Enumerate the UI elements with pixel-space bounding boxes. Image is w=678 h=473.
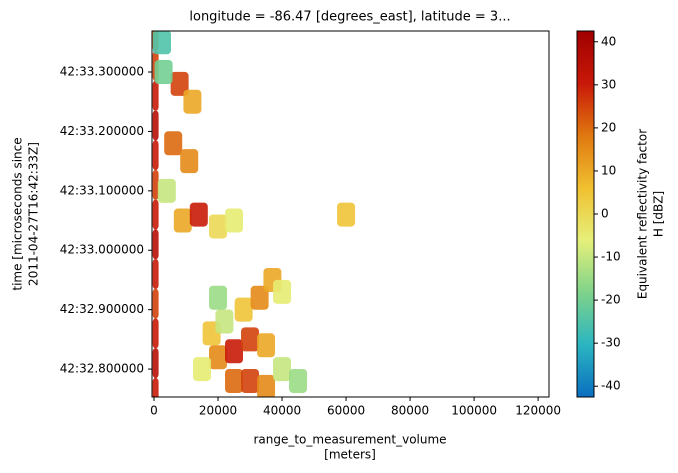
heatmap-cell [180,149,199,174]
colorbar-tick-label: -20 [601,293,621,307]
heatmap-cell [241,368,260,393]
heatmap [152,31,356,397]
y-axis-label: 2011-04-27T16:42:33Z] [27,142,41,286]
colorbar-tick-label: -10 [601,250,621,264]
y-tick-label: 42:32.800000 [60,362,144,376]
heatmap-cell [170,71,189,96]
heatmap-cell [153,31,172,55]
x-tick-label: 100000 [451,404,497,418]
heatmap-cell [241,327,260,352]
colorbar-tick-label: 10 [601,163,616,177]
x-tick-label: 40000 [263,404,301,418]
heatmap-cell [209,345,228,370]
heatmap-cell [225,339,244,364]
chart-title: longitude = -86.47 [degrees_east], latit… [189,10,510,25]
heatmap-cell [234,297,253,322]
heatmap-cell [193,357,212,382]
heatmap-cell [152,348,159,379]
heatmap-cell [257,374,276,397]
heatmap-cell [337,202,356,227]
plot-frame [151,30,550,398]
heatmap-cell [189,202,208,227]
heatmap-cell [215,309,234,334]
heatmap-cell [152,259,159,290]
colorbar-tick-label: 40 [601,34,616,48]
heatmap-cell [152,288,159,319]
heatmap-cell [152,140,159,171]
heatmap-cell [152,110,159,141]
x-axis-label: [meters] [324,448,376,462]
colorbar-tick-label: 20 [601,120,616,134]
heatmap-cell [225,368,244,393]
heatmap-cell [152,199,159,230]
heatmap-cell [225,208,244,233]
x-tick-label: 60000 [327,404,365,418]
heatmap-cell [157,178,176,203]
y-tick-label: 42:33.000000 [60,243,144,257]
colorbar [576,30,595,398]
y-tick-label: 42:32.900000 [60,302,144,316]
heatmap-cell [289,368,308,393]
colorbar-tick-label: 30 [601,77,616,91]
heatmap-cell [257,333,276,358]
heatmap-cell [152,169,159,200]
heatmap-cell [154,59,173,84]
x-tick-label: 20000 [199,404,237,418]
colorbar-label: H [dBZ] [652,191,666,237]
heatmap-cell [152,377,159,397]
heatmap-cell [152,229,159,260]
heatmap-cell [209,214,228,239]
heatmap-cell [173,208,192,233]
y-tick-label: 42:33.200000 [60,124,144,138]
x-axis-label: range_to_measurement_volume [253,433,446,447]
x-tick-label: 120000 [515,404,561,418]
x-tick-label: 0 [150,404,158,418]
heatmap-cell [183,89,202,114]
y-axis-label: time [microseconds since [11,137,25,290]
heatmap-cell [273,357,292,382]
colorbar-tick-label: -30 [601,336,621,350]
colorbar-tick-label: -40 [601,379,621,393]
heatmap-cell [273,279,292,304]
colorbar-label: Equivalent reflectivity factor [636,129,650,299]
colorbar-tick-label: 0 [601,207,609,221]
heatmap-cell [164,131,183,156]
heatmap-cell [250,285,269,310]
y-tick-label: 42:33.100000 [60,183,144,197]
heatmap-cell [152,80,159,111]
heatmap-cell [152,318,159,349]
x-tick-label: 80000 [391,404,429,418]
heatmap-cell [209,285,228,310]
y-tick-label: 42:33.300000 [60,64,144,78]
